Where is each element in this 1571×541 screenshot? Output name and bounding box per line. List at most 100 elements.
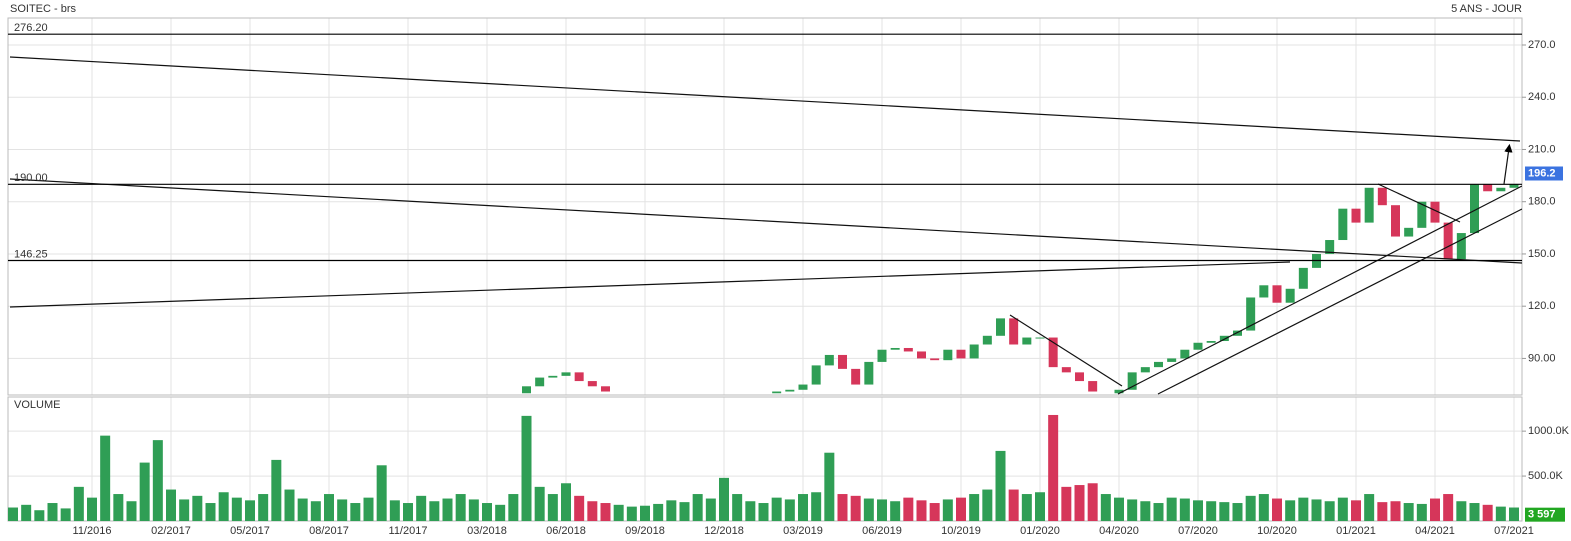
volume-bar bbox=[416, 495, 427, 521]
volume-bar bbox=[310, 501, 321, 521]
candle bbox=[1206, 341, 1216, 343]
volume-bar bbox=[850, 495, 861, 521]
x-tick-label: 04/2020 bbox=[1099, 525, 1139, 537]
candle bbox=[917, 351, 926, 359]
x-tick-label: 09/2018 bbox=[625, 525, 665, 537]
volume-bar bbox=[1114, 497, 1124, 521]
volume-bar bbox=[1232, 503, 1243, 521]
volume-bar bbox=[1087, 483, 1098, 521]
candle bbox=[535, 377, 545, 387]
candle bbox=[969, 344, 979, 359]
volume-bar bbox=[1179, 498, 1190, 521]
x-tick-label: 02/2017 bbox=[151, 525, 191, 537]
candle bbox=[1364, 187, 1374, 223]
volume-bar bbox=[1048, 414, 1059, 521]
trend-line bbox=[1009, 314, 1123, 387]
candle bbox=[1022, 337, 1032, 345]
volume-bar bbox=[863, 498, 874, 521]
price-panel bbox=[7, 17, 1523, 396]
volume-bar bbox=[521, 415, 532, 521]
chart-title: SOITEC - brs bbox=[10, 3, 77, 15]
candle bbox=[1391, 205, 1400, 237]
candle bbox=[1048, 337, 1058, 368]
candle bbox=[601, 386, 610, 392]
candle bbox=[1075, 372, 1084, 382]
candle bbox=[943, 349, 953, 361]
volume-bar bbox=[166, 489, 176, 521]
volume-bar bbox=[929, 503, 940, 521]
trend-line bbox=[9, 56, 1521, 142]
volume-bar bbox=[1416, 503, 1427, 521]
candle bbox=[1140, 367, 1150, 373]
candle bbox=[1509, 184, 1519, 188]
volume-bar bbox=[719, 477, 729, 521]
volume-bar bbox=[1509, 507, 1519, 521]
volume-bar bbox=[1074, 485, 1085, 521]
candle bbox=[890, 347, 900, 350]
candle bbox=[877, 349, 887, 362]
volume-bar bbox=[982, 489, 993, 521]
x-tick-label: 11/2017 bbox=[389, 525, 428, 537]
y-tick-label: 1000.0K bbox=[1528, 425, 1570, 437]
volume-bar bbox=[903, 497, 914, 521]
trend-line bbox=[1117, 185, 1522, 395]
volume-bar bbox=[350, 503, 361, 521]
x-tick-label: 05/2017 bbox=[230, 525, 270, 537]
last-price-label: 196.2 bbox=[1528, 167, 1556, 179]
volume-bar bbox=[956, 497, 966, 521]
volume-bar bbox=[21, 504, 32, 521]
volume-bar bbox=[587, 501, 598, 521]
volume-bar bbox=[1166, 497, 1177, 521]
volume-bar bbox=[113, 494, 124, 521]
candle bbox=[1338, 208, 1348, 241]
candle bbox=[548, 375, 558, 378]
volume-bar bbox=[8, 507, 18, 521]
trend-line bbox=[9, 261, 1291, 308]
candle bbox=[1496, 187, 1506, 192]
volume-bar bbox=[1153, 503, 1164, 521]
volume-bar bbox=[626, 506, 637, 521]
candle bbox=[1417, 201, 1427, 228]
volume-bar bbox=[1193, 500, 1203, 521]
last-volume-tag bbox=[1525, 507, 1565, 522]
candle bbox=[1088, 381, 1098, 392]
level-label: 190.00 bbox=[14, 172, 48, 184]
candle bbox=[1219, 335, 1229, 342]
volume-bar bbox=[771, 497, 782, 521]
candle bbox=[1443, 222, 1453, 260]
volume-bar bbox=[916, 500, 927, 521]
x-tick-label: 12/2018 bbox=[704, 525, 744, 537]
candle bbox=[851, 368, 861, 385]
volume-bar bbox=[1061, 486, 1072, 521]
volume-bar bbox=[732, 494, 743, 521]
candle bbox=[1233, 330, 1242, 336]
volume-bar bbox=[468, 499, 479, 521]
candle bbox=[1483, 184, 1493, 192]
x-tick-label: 03/2019 bbox=[783, 525, 823, 537]
volume-bar bbox=[1285, 500, 1296, 521]
volume-bar bbox=[139, 462, 150, 521]
volume-bar bbox=[534, 486, 545, 521]
level-label: 146.25 bbox=[14, 248, 48, 260]
volume-bar bbox=[574, 495, 585, 521]
candle bbox=[1377, 187, 1387, 206]
volume-bar bbox=[561, 483, 571, 521]
candle bbox=[785, 389, 795, 392]
volume-bar bbox=[495, 504, 506, 521]
candle bbox=[1259, 285, 1269, 298]
trend-line bbox=[1377, 183, 1461, 223]
candle bbox=[1193, 342, 1203, 350]
volume-bar bbox=[653, 503, 664, 521]
volume-bar bbox=[100, 435, 111, 521]
volume-bar bbox=[1245, 495, 1256, 521]
volume-bar bbox=[47, 503, 58, 521]
volume-bar bbox=[705, 498, 716, 521]
x-tick-label: 11/2016 bbox=[73, 525, 112, 537]
x-tick-label: 07/2021 bbox=[1494, 525, 1534, 537]
candle bbox=[1127, 372, 1137, 390]
candle bbox=[1246, 297, 1256, 331]
volume-bar bbox=[271, 459, 282, 521]
y-tick-label: 180.0 bbox=[1528, 196, 1556, 208]
candle bbox=[824, 354, 834, 366]
